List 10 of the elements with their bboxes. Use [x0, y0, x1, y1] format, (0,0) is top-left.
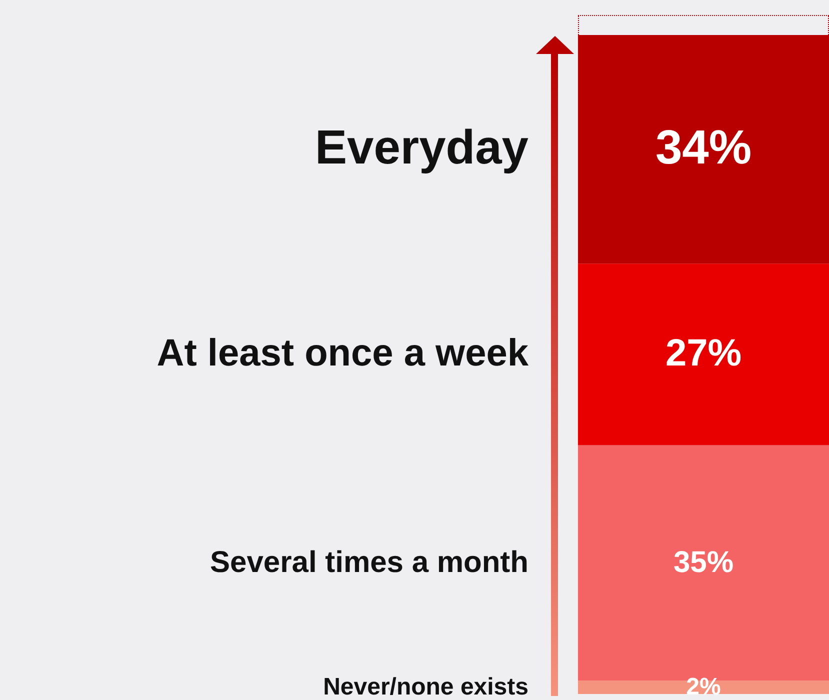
series-label: Everyday — [315, 121, 529, 174]
series-label: Several times a month — [210, 546, 528, 579]
data-label: 27% — [665, 332, 742, 374]
text: Never/none exists — [323, 673, 528, 700]
series-label: At least once a week — [156, 332, 530, 374]
bar — [578, 264, 829, 446]
bar — [578, 35, 829, 264]
data-label: 34% — [655, 121, 752, 174]
data-label: 35% — [673, 546, 734, 579]
data-label: 2% — [686, 673, 721, 700]
